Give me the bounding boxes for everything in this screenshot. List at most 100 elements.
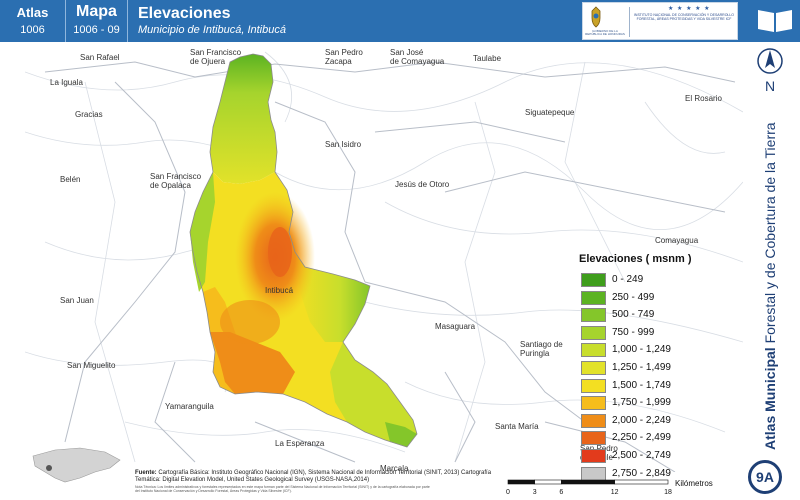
place-label: Intibucá [265, 286, 294, 295]
legend-item: 2,000 - 2,249 [579, 412, 729, 430]
icf-logo-text: INSTITUTO NACIONAL DE CONSERVACIÓN Y DES… [633, 13, 735, 21]
scale-segments [507, 479, 669, 485]
atlas-vertical-title: Atlas Municipal Forestal y de Cobertura … [750, 90, 790, 450]
place-label: San Francisco de Ojuera [190, 48, 242, 66]
source-label: Fuente: [135, 470, 157, 476]
legend-label: 2,500 - 2,749 [612, 449, 671, 461]
legend-label: 1,000 - 1,249 [612, 344, 671, 356]
legend-label: 2,000 - 2,249 [612, 414, 671, 426]
legend-swatch [581, 273, 606, 287]
legend-item: 750 - 999 [579, 324, 729, 342]
legend-label: 1,250 - 1,499 [612, 361, 671, 373]
place-label: San Miguelito [67, 361, 116, 370]
river-network [25, 51, 743, 463]
place-label: Siguatepeque [525, 108, 575, 117]
place-label: Comayagua [655, 236, 699, 245]
legend-swatch [581, 413, 606, 428]
municipal-boundaries [44, 61, 736, 472]
legend-label: 1,750 - 1,999 [612, 397, 671, 409]
mapa-label: Mapa [76, 3, 117, 20]
place-label: Gracias [75, 110, 103, 119]
place-label: Santa María [495, 422, 539, 431]
scale-tick-label: 6 [559, 489, 563, 496]
scale-segment [614, 479, 669, 485]
legend-swatch [581, 290, 606, 305]
place-label: Jesús de Otoro [395, 180, 450, 189]
north-arrow-icon: N [757, 48, 783, 94]
vertical-title-rest: Forestal y de Cobertura de la Tierra [762, 122, 778, 348]
scale-tick-label: 18 [664, 489, 672, 496]
legend-item: 1,000 - 1,249 [579, 341, 729, 359]
south-tip [385, 422, 417, 447]
place-label: San Francisco de Opalaca [150, 172, 202, 190]
place-label: Masaguara [435, 322, 476, 331]
header-bar: Atlas 1006 Mapa 1006 - 09 Elevaciones Mu… [0, 0, 750, 42]
legend-label: 2,750 - 2,849 [612, 467, 671, 479]
elevation-legend: Elevaciones ( msnm ) 0 - 249 250 - 499 500… [579, 253, 729, 482]
place-label: El Rosario [685, 94, 722, 103]
scale-bar: 0 3 6 12 18 Kilómetros [506, 479, 713, 496]
atlas-book-box [750, 0, 800, 42]
legend-title: Elevaciones ( msnm ) [579, 253, 692, 265]
place-label: Taulabe [473, 54, 502, 63]
legend-label: 500 - 749 [612, 309, 655, 321]
legend-label: 1,500 - 1,749 [612, 379, 671, 391]
legend-swatch [581, 396, 606, 411]
place-label: Marcala [380, 464, 409, 472]
atlas-label: Atlas [16, 5, 49, 20]
legend-label: 0 - 249 [612, 274, 644, 285]
government-logo-text: GOBIERNO DE LA REPÚBLICA DE HONDURAS [585, 29, 625, 36]
institution-logos: GOBIERNO DE LA REPÚBLICA DE HONDURAS ★ ★… [582, 2, 738, 40]
legend-item: 500 - 749 [579, 306, 729, 324]
scale-segment [561, 479, 615, 485]
legend-item: 1,250 - 1,499 [579, 359, 729, 377]
vertical-title-bold: Atlas Municipal [762, 347, 778, 450]
legend-swatch [581, 343, 606, 358]
legend-swatch [581, 378, 606, 393]
map-subtitle: Municipio de Intibucá, Intibucá [138, 24, 286, 36]
logo-divider [629, 7, 630, 37]
west-strip [190, 172, 215, 292]
scale-tick-label: 3 [533, 489, 537, 496]
peak-zone [268, 227, 292, 277]
legend-item: 1,750 - 1,999 [579, 394, 729, 412]
north-label: N [765, 78, 775, 94]
legend-label: 750 - 999 [612, 326, 655, 338]
legend-swatch [581, 360, 606, 375]
mapa-cell: Mapa 1006 - 09 [66, 0, 128, 42]
mid-orange [220, 300, 280, 344]
legend-label: 2,250 - 2,499 [612, 432, 671, 444]
place-label: San Rafael [80, 53, 120, 62]
legend-item: 250 - 499 [579, 289, 729, 307]
place-label: San Isidro [325, 140, 362, 149]
place-label: San José de Comayagua [390, 48, 445, 66]
legend-item: 2,500 - 2,749 [579, 447, 729, 465]
scale-tick-label: 12 [611, 489, 619, 496]
scale-tick-label: 0 [506, 489, 510, 496]
source-text: Cartografía Básica: Instituto Geográfico… [135, 470, 492, 483]
scale-ticks: 0 3 6 12 18 [506, 489, 672, 496]
legend-swatch [581, 308, 606, 323]
legend-item: 0 - 249 [579, 271, 729, 289]
stars-logo: ★ ★ ★ ★ ★ [668, 6, 711, 12]
book-icon [758, 10, 792, 32]
honduras-locator-map [32, 447, 121, 483]
scale-unit: Kilómetros [675, 479, 713, 488]
atlas-number: 1006 [20, 24, 45, 36]
place-label: Belén [60, 175, 80, 184]
legend-rows: 0 - 249 250 - 499 500 - 749 750 - 999 1,000 … [579, 271, 729, 482]
legend-item: 2,250 - 2,499 [579, 429, 729, 447]
legend-item: 1,500 - 1,749 [579, 377, 729, 395]
municipality-north [210, 54, 277, 184]
scale-segment [507, 479, 535, 485]
place-labels: San Rafael San Francisco de Ojuera San Pedr… [50, 48, 722, 472]
map-source: Fuente: Cartografía Básica: Instituto Ge… [135, 470, 495, 484]
legend-swatch [581, 325, 606, 340]
place-label: San Juan [60, 296, 94, 305]
place-label: Yamaranguila [165, 402, 214, 411]
intibuca-municipality [189, 53, 418, 448]
map-title: Elevaciones [138, 5, 231, 22]
place-label: La Esperanza [275, 439, 325, 448]
technical-note: Nota Técnica: Los límites administrativo… [135, 485, 430, 493]
east-lobe [295, 252, 370, 342]
